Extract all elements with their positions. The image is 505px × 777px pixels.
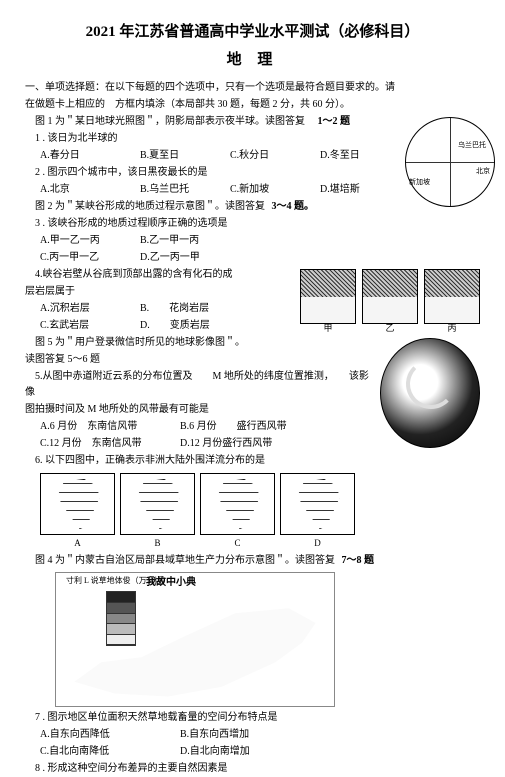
block-b: 乙 [362, 269, 418, 324]
africa-row: A B C D [40, 473, 480, 550]
fig2-ref: 3～4 题。 [272, 201, 315, 212]
q7-opt-c: C.自北向南降低 [40, 744, 180, 760]
q4-options-row1: A.沉积岩层 B. 花岗岩层 [25, 301, 295, 317]
q1-stem-text: 图 1 为＂某日地球光照图＂，阴影局部表示夜半球。读图答复 [35, 116, 305, 127]
q7-options-row1: A.自东向西降低 B.自东向西增加 [25, 727, 480, 743]
q4-stem1: 4.峡谷岩壁从谷底到顶部出露的含有化石的成 [25, 267, 295, 283]
q5-options-row1: A.6 月份 东南信风带 B.6 月份 盛行西风带 [25, 419, 375, 435]
q1-stem: 图 1 为＂某日地球光照图＂，阴影局部表示夜半球。读图答复 1～2 题 [25, 114, 400, 130]
q3-opt-a: A.甲一乙一丙 [40, 233, 140, 249]
globe-label-beijing: 北京 [476, 166, 490, 177]
q2-opt-a: A.北京 [40, 182, 140, 198]
q2-options: A.北京 B.乌兰巴托 C.新加坡 D.堪培斯 [25, 182, 400, 198]
q1-opt-b: B.夏至日 [140, 148, 230, 164]
earth-cloud-figure [380, 338, 480, 448]
africa-d: D [280, 473, 355, 550]
q1-ref: 1～2 题 [318, 116, 351, 127]
block-c: 丙 [424, 269, 480, 324]
q7-opt-a: A.自东向西降低 [40, 727, 180, 743]
q5-opt-a: A.6 月份 东南信风带 [40, 419, 180, 435]
q3-opt-d: D.乙一丙一甲 [140, 250, 260, 266]
globe-label-ulan: 乌兰巴托 [458, 140, 486, 151]
globe-figure: 乌兰巴托 北京 新加坡 [405, 117, 495, 207]
africa-label-c: C [200, 536, 275, 550]
earth-swirl [406, 359, 456, 409]
q4-opt-c: C.玄武岩层 [40, 318, 140, 334]
fig5-stem2: 读图答复 5～6 题 [25, 352, 375, 368]
q3-opt-c: C.丙一甲一乙 [40, 250, 140, 266]
q3-opt-b: B.乙一甲一丙 [140, 233, 260, 249]
block-label-a: 甲 [323, 321, 332, 335]
q5-stem2: 图拍摄时间及 M 地所处的风带最有可能是 [25, 402, 375, 418]
inner-mongolia-map: 寸利 L 说草地体俊（万公顷） 我故中小典 [55, 572, 335, 707]
im-title: 我故中小典 [146, 575, 196, 591]
block-label-b: 乙 [385, 321, 394, 335]
q1-options: A.春分日 B.夏至日 C.秋分日 D.冬至日 [25, 148, 400, 164]
q5-opt-c: C.12 月份 东南信风带 [40, 436, 180, 452]
title-main: 2021 年江苏省普通高中学业水平测试（必修科目） [25, 20, 480, 44]
im-leg-1 [107, 592, 135, 603]
q4-stem2: 层岩层属于 [25, 284, 295, 300]
intro-line2: 在做题卡上相应的 方框内填涂（本局部共 30 题，每题 2 分，共 60 分）。 [25, 97, 480, 113]
q1-opt-a: A.春分日 [40, 148, 140, 164]
q2-stem: 2 . 图示四个城市中，该日黑夜最长的是 [25, 165, 400, 181]
q1-opt-d: D.冬至日 [320, 148, 400, 164]
q2-opt-c: C.新加坡 [230, 182, 320, 198]
block-diagram: 甲 乙 丙 [300, 269, 480, 324]
q1-line2: 1 . 该日为北半球的 [25, 131, 400, 147]
q7-options-row2: C.自北向南降低 D.自北向南增加 [25, 744, 480, 760]
fig2-stem: 图 2 为＂某峡谷形成的地质过程示意图＂。读图答复 3～4 题。 [25, 199, 400, 215]
q3-stem: 3 . 该峡谷形成的地质过程顺序正确的选项是 [25, 216, 400, 232]
im-map-area [61, 603, 329, 701]
africa-a: A [40, 473, 115, 550]
title-sub: 地 理 [25, 48, 480, 72]
africa-label-b: B [120, 536, 195, 550]
fig5-stem1: 图 5 为＂用户登录微信时所见的地球影像图＂。 [25, 335, 375, 351]
q4-opt-d: D. 变质岩层 [140, 318, 230, 334]
q6-stem: 6. 以下四图中，正确表示非洲大陆外围洋流分布的是 [25, 453, 375, 469]
q8-stem: 8 . 形成这种空间分布差异的主要自然因素是 [25, 761, 480, 777]
q5-options-row2: C.12 月份 东南信风带 D.12 月份盛行西风带 [25, 436, 375, 452]
africa-c: C [200, 473, 275, 550]
africa-label-a: A [40, 536, 115, 550]
q2-opt-b: B.乌兰巴托 [140, 182, 230, 198]
fig4-stem-text: 图 4 为＂内蒙古自治区局部县域草地生产力分布示意图＂。读图答复 [35, 555, 335, 566]
q2-opt-d: D.堪培斯 [320, 182, 400, 198]
q3-options-row1: A.甲一乙一丙 B.乙一甲一丙 [25, 233, 400, 249]
africa-label-d: D [280, 536, 355, 550]
q7-stem: 7 . 图示地区单位面积天然草地载畜量的空间分布特点是 [25, 710, 480, 726]
q7-opt-b: B.自东向西增加 [180, 727, 320, 743]
q5-opt-d: D.12 月份盛行西风带 [180, 436, 320, 452]
fig4-stem: 图 4 为＂内蒙古自治区局部县域草地生产力分布示意图＂。读图答复 7～8 题 [25, 553, 480, 569]
q7-opt-d: D.自北向南增加 [180, 744, 320, 760]
q5-opt-b: B.6 月份 盛行西风带 [180, 419, 320, 435]
im-outline [61, 603, 329, 701]
q1-opt-c: C.秋分日 [230, 148, 320, 164]
q3-options-row2: C.丙一甲一乙 D.乙一丙一甲 [25, 250, 480, 266]
africa-b: B [120, 473, 195, 550]
intro-line1: 一、单项选择题：在以下每题的四个选项中，只有一个选项是最符合题目要求的。请 [25, 80, 480, 96]
block-label-c: 丙 [447, 321, 456, 335]
block-a: 甲 [300, 269, 356, 324]
q4-opt-b: B. 花岗岩层 [140, 301, 230, 317]
q4-opt-a: A.沉积岩层 [40, 301, 140, 317]
globe-label-singapore: 新加坡 [409, 177, 430, 188]
fig4-ref: 7～8 题 [342, 555, 375, 566]
fig2-stem-text: 图 2 为＂某峡谷形成的地质过程示意图＂。读图答复 [35, 201, 265, 212]
q4-options-row2: C.玄武岩层 D. 变质岩层 [25, 318, 295, 334]
q5-stem1: 5.从图中赤道附近云系的分布位置及 M 地所处的纬度位置推测， 该影像 [25, 369, 375, 401]
